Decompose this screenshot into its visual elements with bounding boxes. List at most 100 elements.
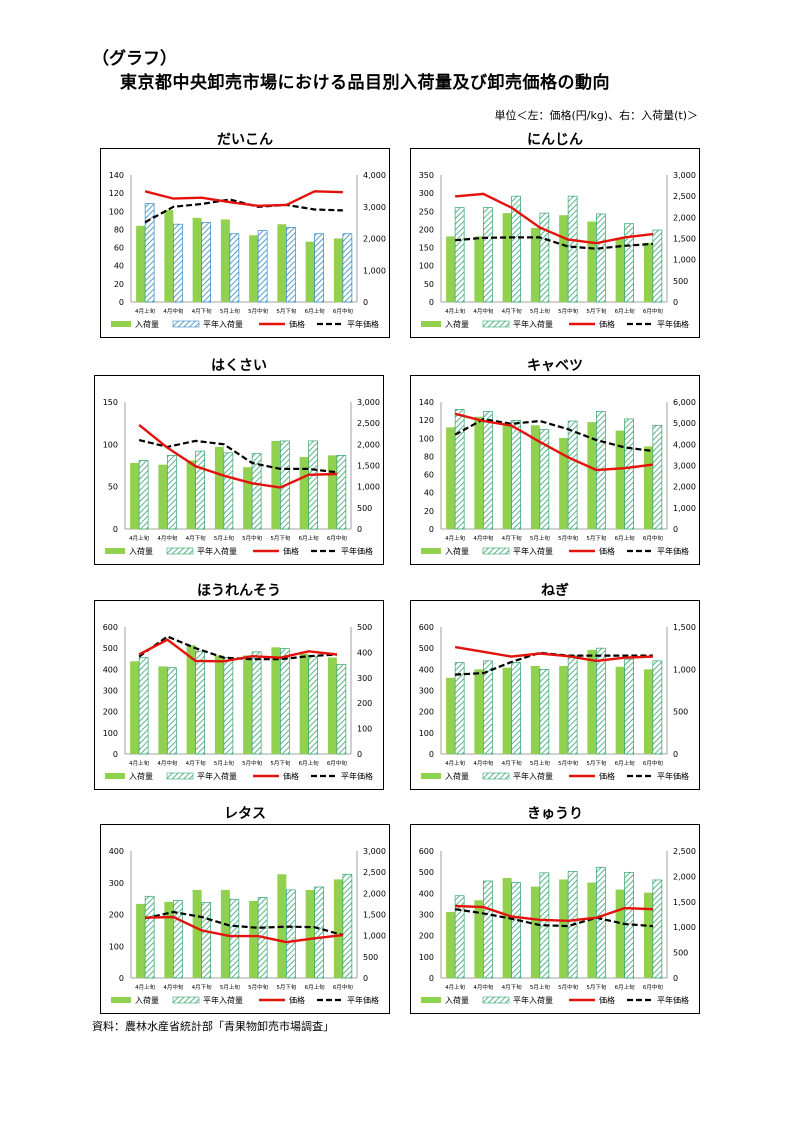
left-tick-label: 100 xyxy=(103,440,118,449)
right-tick-label: 3,000 xyxy=(673,462,696,471)
avg-arrival-bar xyxy=(454,662,465,755)
right-tick-label: 2,500 xyxy=(673,192,696,201)
avg-arrival-bar xyxy=(539,429,550,530)
arrival-bar xyxy=(327,657,337,754)
category-label: 4月中旬 xyxy=(473,534,493,542)
right-tick-label: 2,000 xyxy=(357,440,380,449)
legend-avg-arrival-swatch xyxy=(166,772,194,780)
category-label: 5月中旬 xyxy=(558,534,578,542)
right-tick-label: 300 xyxy=(357,674,372,683)
category-label: 5月中旬 xyxy=(248,983,268,991)
left-tick-label: 60 xyxy=(114,244,124,253)
header-label: （グラフ） xyxy=(92,49,177,69)
category-label: 5月下旬 xyxy=(276,307,296,315)
left-tick-label: 350 xyxy=(419,171,434,180)
chart-title-cucumber: きゅうり xyxy=(527,806,583,822)
avg-arrival-bar xyxy=(223,452,234,530)
legend-avg-arrival-swatch xyxy=(482,772,510,780)
arrival-bar xyxy=(502,423,512,529)
category-label: 6月上旬 xyxy=(615,983,635,991)
chart-spinach: 0 100 200 300 400 500 600 0 100 200 300 400 500 4月上旬 4… xyxy=(94,600,384,790)
avg-arrival-bar xyxy=(652,660,663,755)
right-tick-label: 1,000 xyxy=(673,256,696,265)
category-label: 6月上旬 xyxy=(305,307,325,315)
legend-price-label: 価格 xyxy=(283,771,299,781)
category-label: 4月中旬 xyxy=(157,534,177,542)
avg-arrival-bar xyxy=(138,657,149,755)
arrival-bar xyxy=(243,467,253,529)
avg-arrival-bar xyxy=(567,420,578,530)
legend-avg-arrival-label: 平年入荷量 xyxy=(513,995,553,1005)
category-label: 4月下旬 xyxy=(192,983,212,991)
category-label: 4月上旬 xyxy=(135,983,155,991)
category-label: 6月上旬 xyxy=(615,307,635,315)
avg-arrival-bar xyxy=(652,424,663,530)
source-note: 資料：農林水産省統計部「青果物卸売市場調査」 xyxy=(92,1020,334,1033)
left-tick-label: 60 xyxy=(424,471,434,480)
right-tick-label: 4,000 xyxy=(673,440,696,449)
avg-arrival-bar xyxy=(511,662,521,755)
arrival-bar xyxy=(502,213,512,302)
price-line xyxy=(454,192,654,245)
legend-avg-price-label: 平年価格 xyxy=(657,546,689,556)
category-label: 5月上旬 xyxy=(530,759,550,767)
left-tick-label: 120 xyxy=(109,189,124,198)
right-tick-label: 2,000 xyxy=(363,235,386,244)
arrival-bar xyxy=(192,889,202,978)
left-tick-label: 150 xyxy=(103,398,118,407)
price-line xyxy=(454,412,654,472)
left-tick-label: 20 xyxy=(424,507,434,516)
left-tick-label: 100 xyxy=(419,729,434,738)
avg-arrival-bar xyxy=(195,450,205,530)
avg-arrival-bar xyxy=(223,657,234,755)
right-tick-label: 0 xyxy=(357,750,362,759)
category-label: 6月上旬 xyxy=(615,534,635,542)
arrival-bar xyxy=(615,889,625,978)
category-label: 4月下旬 xyxy=(186,534,206,542)
category-label: 5月下旬 xyxy=(586,759,606,767)
legend-avg-arrival-label: 平年入荷量 xyxy=(203,319,243,329)
left-tick-label: 50 xyxy=(108,483,118,492)
category-label: 5月下旬 xyxy=(586,534,606,542)
legend-arrival-swatch xyxy=(421,997,441,1003)
category-label: 6月上旬 xyxy=(615,759,635,767)
avg-arrival-bar xyxy=(286,227,296,303)
right-tick-label: 2,500 xyxy=(673,847,696,856)
right-tick-label: 1,500 xyxy=(363,911,386,920)
legend-avg-arrival-swatch xyxy=(482,996,510,1004)
avg-arrival-bar xyxy=(144,895,155,979)
arrival-bar xyxy=(333,879,343,978)
legend-arrival-label: 入荷量 xyxy=(129,771,153,781)
arrival-bar xyxy=(615,666,625,754)
category-label: 5月上旬 xyxy=(220,983,240,991)
avg-arrival-bar xyxy=(342,873,353,979)
arrival-bar xyxy=(299,457,309,529)
chart-title-ninjin: にんじん xyxy=(527,132,583,148)
right-tick-label: 0 xyxy=(673,974,678,983)
avg-arrival-bar xyxy=(596,866,606,979)
category-label: 4月上旬 xyxy=(445,759,465,767)
legend-avg-price-label: 平年価格 xyxy=(347,319,379,329)
left-tick-label: 200 xyxy=(419,932,434,941)
left-tick-label: 600 xyxy=(103,623,118,632)
right-tick-label: 0 xyxy=(673,525,678,534)
category-label: 6月中旬 xyxy=(643,759,663,767)
chart-ninjin: 0 50 100 150 200 250 300 350 0 500 1,000 1,500 2,000… xyxy=(410,148,700,338)
avg-arrival-bar xyxy=(138,460,149,530)
arrival-bar xyxy=(502,667,512,754)
category-label: 4月中旬 xyxy=(163,983,183,991)
right-tick-label: 1,500 xyxy=(673,898,696,907)
arrival-bar xyxy=(530,886,540,978)
arrival-bar xyxy=(446,427,456,529)
left-tick-label: 80 xyxy=(424,452,434,461)
left-tick-label: 400 xyxy=(419,665,434,674)
left-tick-label: 300 xyxy=(419,189,434,198)
left-tick-label: 40 xyxy=(424,489,434,498)
chart-title-lettuce: レタス xyxy=(224,806,266,822)
arrival-bar xyxy=(249,900,259,978)
avg-arrival-bar xyxy=(454,895,465,979)
arrival-bar xyxy=(643,892,653,978)
left-tick-label: 250 xyxy=(419,207,434,216)
chart-title-hakusai: はくさい xyxy=(211,358,267,374)
legend-avg-arrival-swatch xyxy=(172,996,200,1004)
